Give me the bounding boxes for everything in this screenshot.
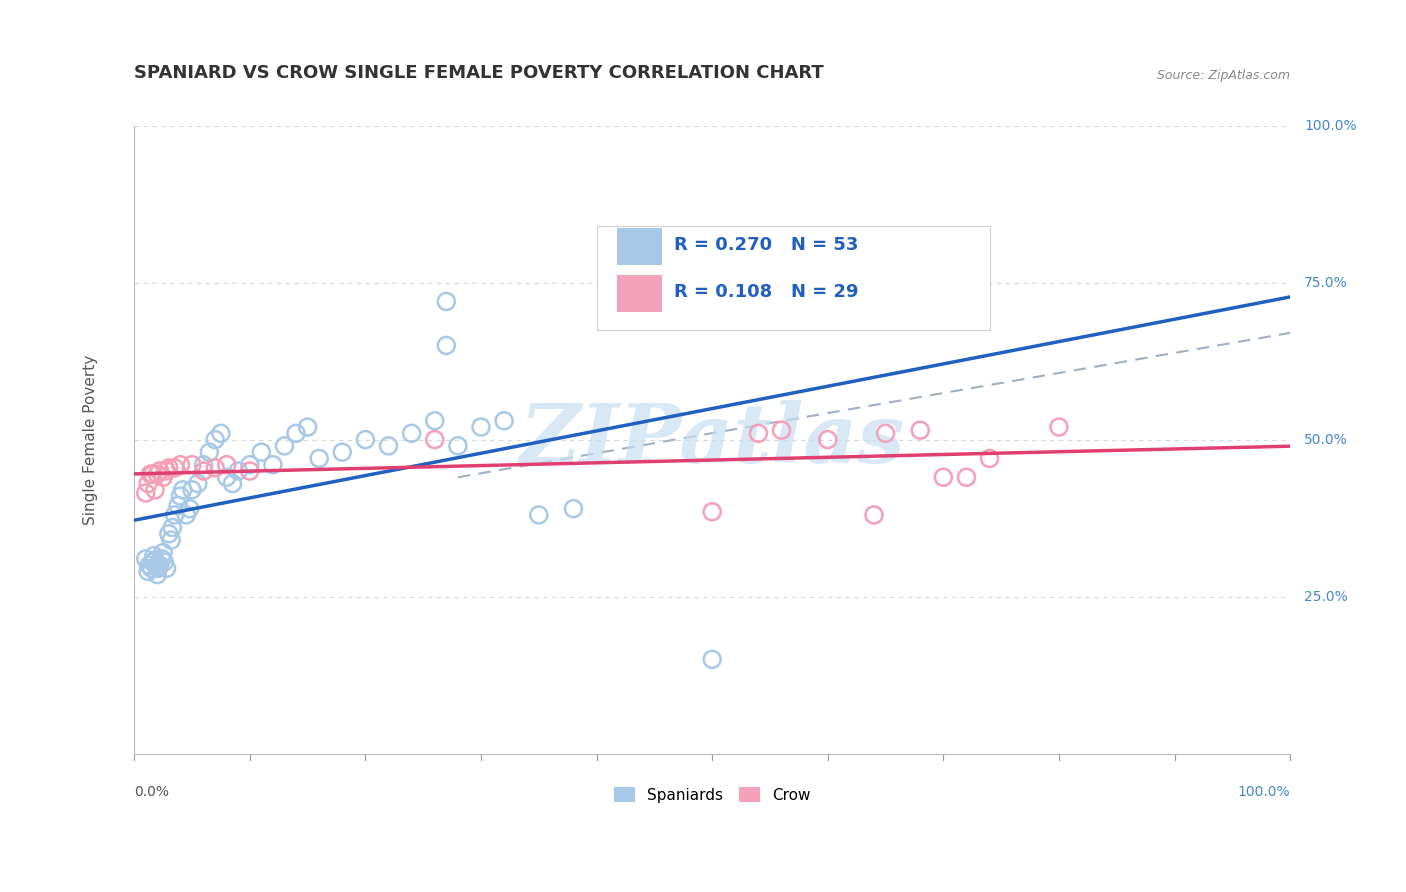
Point bbox=[152, 546, 174, 560]
Text: SPANIARD VS CROW SINGLE FEMALE POVERTY CORRELATION CHART: SPANIARD VS CROW SINGLE FEMALE POVERTY C… bbox=[134, 63, 824, 82]
Point bbox=[150, 552, 173, 566]
Text: Source: ZipAtlas.com: Source: ZipAtlas.com bbox=[1157, 69, 1291, 82]
Point bbox=[193, 464, 215, 478]
Point bbox=[160, 533, 183, 547]
Point bbox=[142, 549, 165, 563]
Point bbox=[204, 433, 226, 447]
Point bbox=[354, 433, 377, 447]
Point bbox=[955, 470, 977, 484]
Point bbox=[136, 476, 159, 491]
Point bbox=[377, 439, 399, 453]
Text: 25.0%: 25.0% bbox=[1303, 590, 1348, 604]
Text: Single Female Poverty: Single Female Poverty bbox=[83, 354, 98, 524]
Point bbox=[747, 426, 769, 441]
Point bbox=[149, 558, 172, 573]
Point bbox=[138, 558, 160, 573]
Point bbox=[143, 553, 166, 567]
Point bbox=[148, 561, 170, 575]
Text: R = 0.108   N = 29: R = 0.108 N = 29 bbox=[673, 283, 859, 301]
Point bbox=[434, 338, 457, 352]
Point bbox=[875, 426, 897, 441]
Legend: Spaniards, Crow: Spaniards, Crow bbox=[607, 780, 817, 809]
Point bbox=[146, 467, 169, 482]
Point bbox=[135, 552, 157, 566]
Point bbox=[1047, 420, 1070, 434]
Point bbox=[153, 555, 176, 569]
Point bbox=[226, 464, 249, 478]
Point bbox=[494, 414, 516, 428]
Point bbox=[308, 451, 330, 466]
Point bbox=[155, 561, 177, 575]
Point bbox=[285, 426, 308, 441]
Point bbox=[142, 467, 165, 482]
Point bbox=[434, 294, 457, 309]
Point bbox=[423, 433, 446, 447]
Point bbox=[181, 483, 204, 497]
Point bbox=[135, 486, 157, 500]
FancyBboxPatch shape bbox=[617, 228, 662, 265]
Point bbox=[163, 508, 186, 522]
Point bbox=[169, 458, 191, 472]
Point bbox=[157, 526, 180, 541]
Point bbox=[250, 445, 273, 459]
Point bbox=[157, 460, 180, 475]
Point bbox=[702, 505, 724, 519]
Point bbox=[136, 565, 159, 579]
Text: R = 0.270   N = 53: R = 0.270 N = 53 bbox=[673, 236, 859, 254]
Text: 50.0%: 50.0% bbox=[1303, 433, 1348, 447]
Point bbox=[139, 467, 162, 482]
Point bbox=[204, 460, 226, 475]
Point bbox=[174, 508, 197, 522]
Point bbox=[146, 567, 169, 582]
Point bbox=[167, 499, 190, 513]
Point bbox=[910, 423, 932, 437]
Point bbox=[172, 483, 194, 497]
Point bbox=[562, 501, 585, 516]
Point bbox=[187, 476, 209, 491]
Point bbox=[142, 555, 165, 569]
Point bbox=[262, 458, 284, 472]
Point bbox=[817, 433, 839, 447]
Point bbox=[401, 426, 423, 441]
Point bbox=[143, 483, 166, 497]
Text: 75.0%: 75.0% bbox=[1303, 276, 1348, 290]
Point bbox=[221, 476, 243, 491]
Text: 100.0%: 100.0% bbox=[1303, 119, 1357, 133]
Point bbox=[527, 508, 550, 522]
Point bbox=[162, 520, 184, 534]
Point bbox=[470, 420, 492, 434]
Point bbox=[169, 489, 191, 503]
Point bbox=[152, 470, 174, 484]
Point bbox=[149, 464, 172, 478]
Point bbox=[979, 451, 1001, 466]
Point bbox=[273, 439, 295, 453]
Point bbox=[770, 423, 793, 437]
Point bbox=[145, 559, 167, 574]
Text: 0.0%: 0.0% bbox=[134, 785, 169, 799]
Point bbox=[193, 458, 215, 472]
Point bbox=[209, 426, 232, 441]
Point bbox=[198, 445, 221, 459]
Point bbox=[155, 464, 177, 478]
Point bbox=[239, 458, 262, 472]
Point bbox=[932, 470, 955, 484]
Point bbox=[215, 470, 238, 484]
Point bbox=[447, 439, 470, 453]
Point bbox=[702, 652, 724, 666]
Text: 100.0%: 100.0% bbox=[1237, 785, 1291, 799]
Point bbox=[863, 508, 886, 522]
FancyBboxPatch shape bbox=[596, 227, 990, 330]
Point bbox=[423, 414, 446, 428]
Point bbox=[163, 460, 186, 475]
Point bbox=[330, 445, 353, 459]
Point bbox=[141, 561, 163, 575]
Point bbox=[239, 464, 262, 478]
FancyBboxPatch shape bbox=[617, 275, 662, 312]
Point bbox=[297, 420, 319, 434]
Text: ZIPatlas: ZIPatlas bbox=[519, 400, 905, 480]
Point bbox=[179, 501, 201, 516]
Point bbox=[215, 458, 238, 472]
Point bbox=[181, 458, 204, 472]
